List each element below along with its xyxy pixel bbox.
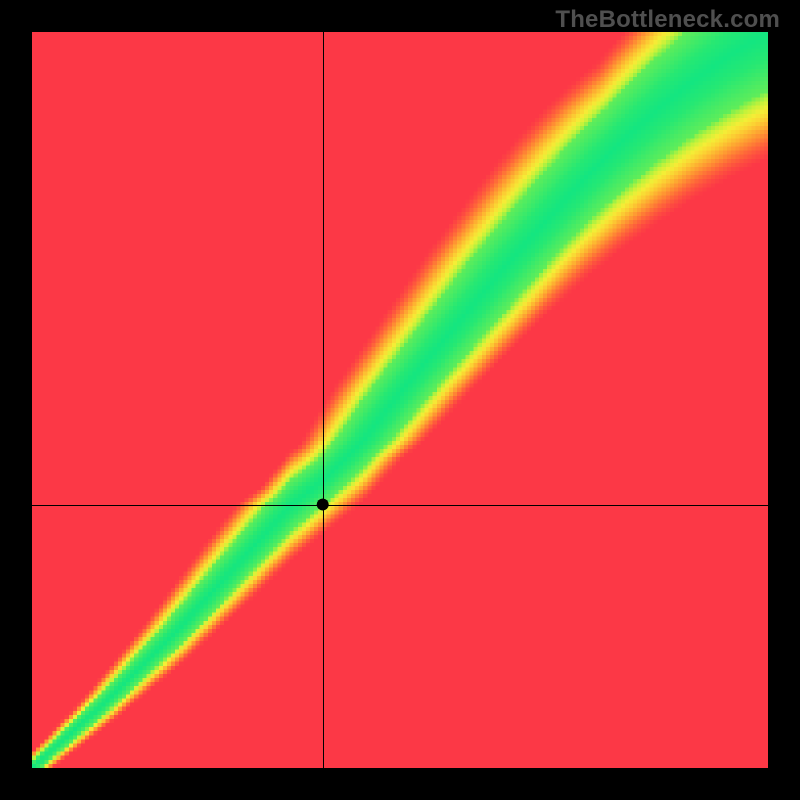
figure-root: TheBottleneck.com — [0, 0, 800, 800]
crosshair-vertical-line — [323, 32, 324, 768]
marker-overlay — [0, 0, 800, 800]
crosshair-horizontal-line — [32, 505, 768, 506]
watermark-text: TheBottleneck.com — [555, 6, 780, 34]
